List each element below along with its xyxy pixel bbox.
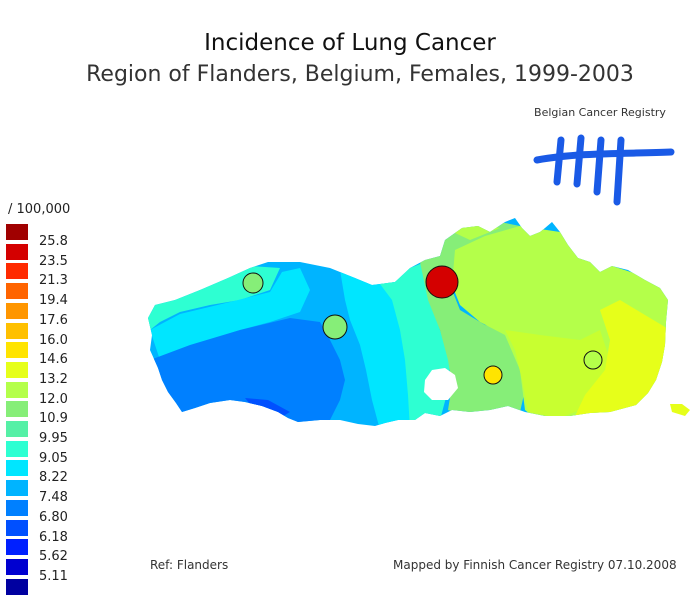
legend-label: 21.3 [39,273,68,289]
legend-label: 7.48 [39,490,68,506]
limburg-marker [583,350,603,370]
legend-item: 14.6 [6,342,126,367]
map-subtitle: Region of Flanders, Belgium, Females, 19… [86,62,634,87]
enclave-region [670,404,690,416]
legend-swatch [6,440,28,457]
legend-item: 17.6 [6,302,126,328]
legend-label: 19.4 [39,293,68,309]
legend-item: 16.0 [6,322,126,348]
legend-label: 25.8 [39,234,68,249]
legend-item: 19.4 [6,283,126,308]
legend-label: 10.9 [39,411,68,427]
legend-item: 23.5 [6,243,126,269]
legend-label: 13.2 [39,371,68,387]
tally-marks-icon [533,134,675,206]
legend-item [6,578,126,599]
legend-item: 21.3 [6,263,126,288]
legend-label: 16.0 [39,332,68,348]
flemish-brabant-marker [483,365,503,385]
legend-item: 7.48 [6,480,126,505]
legend-swatch [6,381,28,398]
legend-swatch [6,499,28,516]
legend-label: 6.18 [39,529,68,545]
legend-item: 13.2 [6,361,126,387]
legend-item: 6.80 [6,499,126,525]
legend-swatch [6,283,28,300]
legend-label: 9.95 [39,431,68,446]
legend-swatch [6,243,28,260]
legend-swatch [6,460,28,477]
legend-swatch [6,519,28,536]
reference-text: Ref: Flanders [150,558,229,572]
legend-swatch [6,224,28,240]
legend-label: 5.11 [39,568,68,584]
legend-label: 14.6 [39,352,68,368]
legend-swatch [6,361,28,378]
logo-text: Belgian Cancer Registry [534,106,666,119]
legend-swatch [6,558,28,575]
legend-label: 5.62 [39,549,68,565]
legend-item: 5.11 [6,558,126,584]
legend-label: 6.80 [39,509,68,525]
legend-swatch [6,539,28,556]
east-flanders-marker [322,314,348,340]
legend-unit: / 100,000 [8,202,71,217]
legend-label: 23.5 [39,253,68,269]
legend-swatch [6,302,28,319]
legend-item: 10.9 [6,401,126,426]
legend-swatch [6,263,28,280]
legend-swatch [6,421,28,437]
legend-item: 9.05 [6,440,126,466]
legend-item: 6.18 [6,519,126,545]
antwerp-marker [425,265,459,299]
legend-swatch [6,401,28,418]
west-flanders-marker [242,272,264,294]
legend-item: 9.95 [6,421,126,446]
legend-swatch [6,578,28,595]
legend-label: 9.05 [39,450,68,466]
credit-text: Mapped by Finnish Cancer Registry 07.10.… [393,558,677,572]
legend-item: 25.8 [6,224,126,249]
legend-item: 5.62 [6,539,126,564]
legend-swatch [6,480,28,497]
map-title: Incidence of Lung Cancer [204,30,496,56]
legend-label: 17.6 [39,312,68,328]
legend-swatch [6,342,28,359]
belgian-cancer-registry-logo: Belgian Cancer Registry [521,100,679,212]
legend-item: 8.22 [6,460,126,485]
legend-label: 8.22 [39,470,68,486]
legend-swatch [6,322,28,339]
legend-label: 12.0 [39,391,68,407]
legend-item: 12.0 [6,381,126,407]
